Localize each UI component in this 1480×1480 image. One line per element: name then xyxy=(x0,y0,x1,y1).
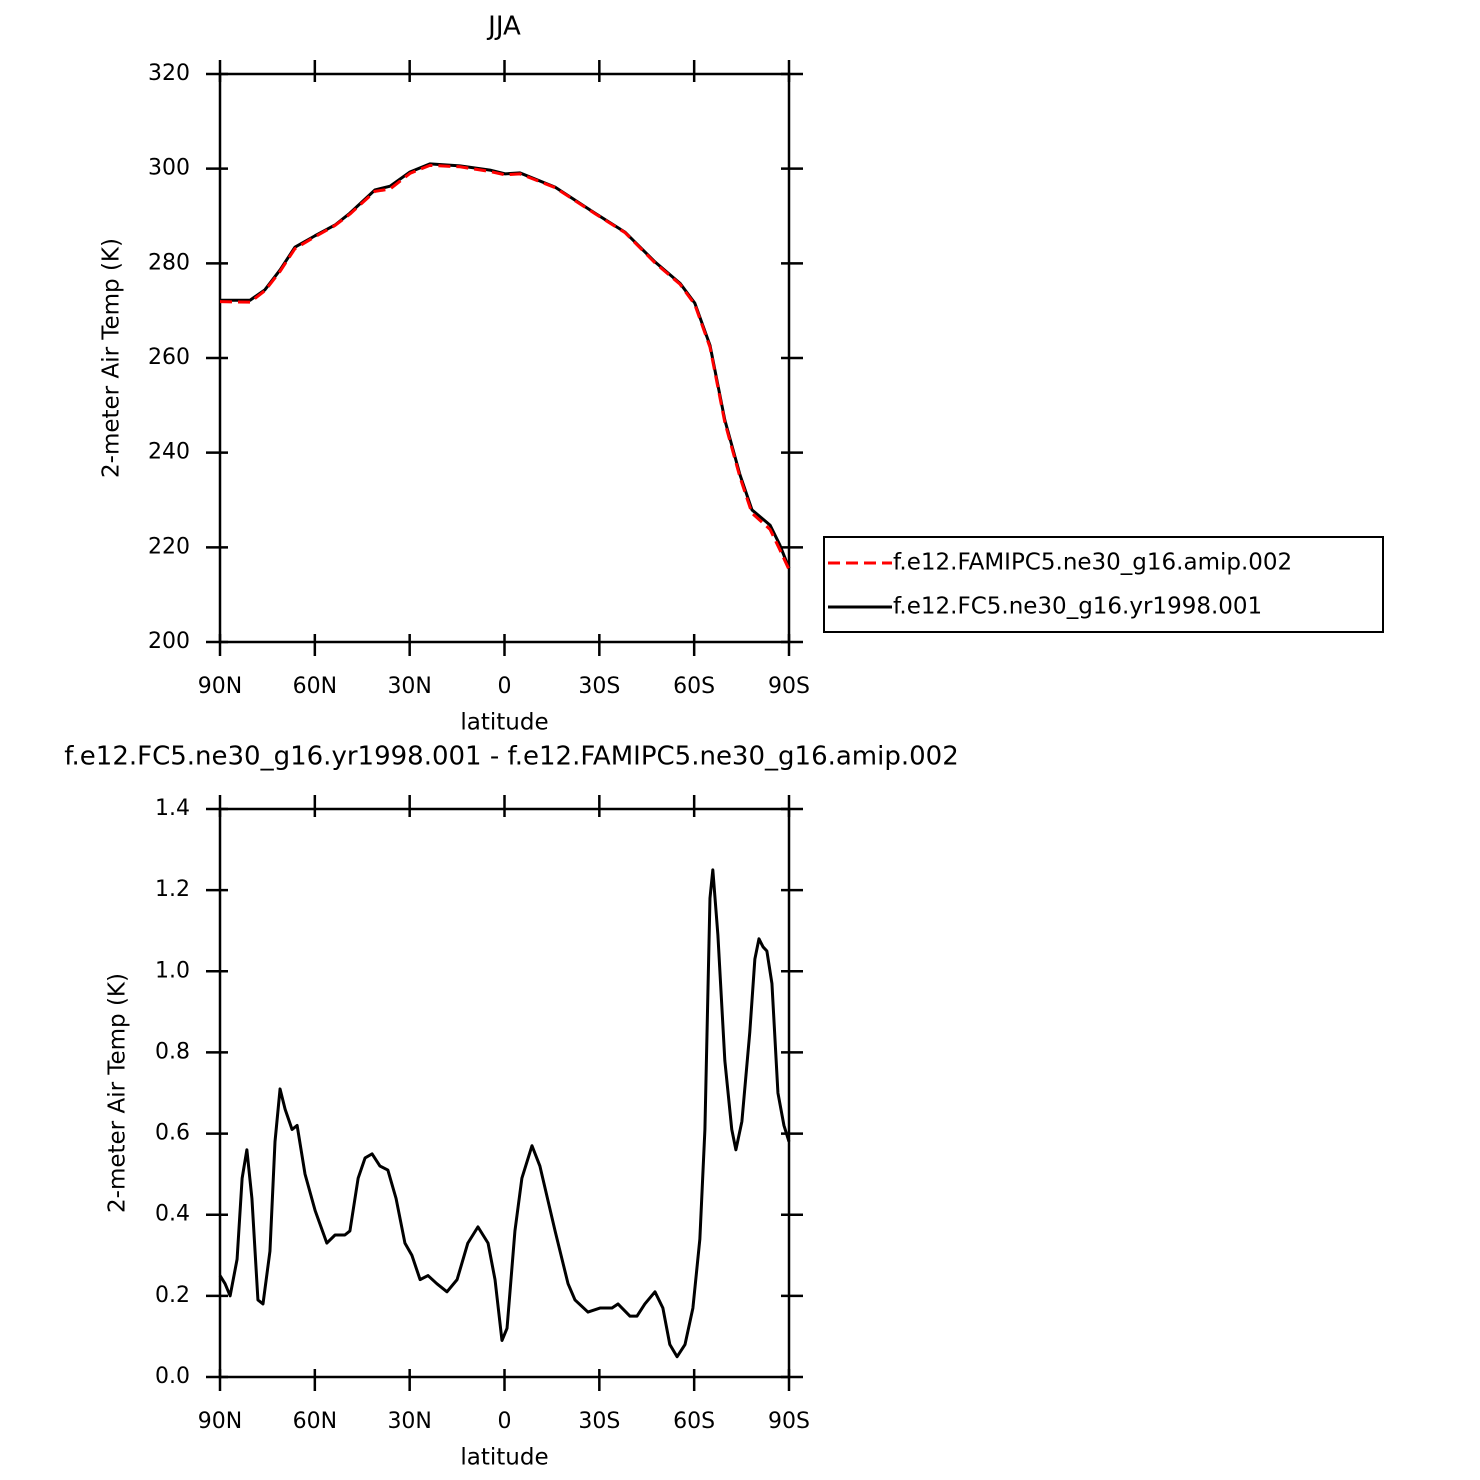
x-tick-label: 30S xyxy=(578,1409,620,1434)
y-tick-label: 0.4 xyxy=(155,1202,190,1227)
y-tick-label: 1.2 xyxy=(155,877,190,902)
data-line xyxy=(220,162,791,569)
y-tick-label: 220 xyxy=(148,534,190,559)
x-axis-title: latitude xyxy=(460,710,548,736)
x-tick-label: 60S xyxy=(673,1409,715,1434)
plot-frame xyxy=(218,72,791,644)
x-tick-label: 90N xyxy=(198,674,242,699)
y-tick-label: 300 xyxy=(148,156,190,181)
data-line xyxy=(219,163,791,571)
y-axis-title: 2-meter Air Temp (K) xyxy=(105,973,131,1213)
y-tick-label: 320 xyxy=(148,61,190,86)
y-tick-label: 280 xyxy=(148,250,190,275)
y-tick-label: 0.6 xyxy=(155,1121,190,1146)
y-tick-label: 260 xyxy=(148,345,190,370)
y-axis-title: 2-meter Air Temp (K) xyxy=(99,238,125,478)
x-tick-label: 60N xyxy=(293,674,337,699)
x-tick-label: 90N xyxy=(198,1409,242,1434)
x-axis-title: latitude xyxy=(460,1445,548,1471)
x-tick-label: 90S xyxy=(768,674,810,699)
y-tick-label: 1.0 xyxy=(155,958,190,983)
chart-title: JJA xyxy=(486,12,521,42)
legend-label: f.e12.FAMIPC5.ne30_g16.amip.002 xyxy=(893,550,1292,576)
x-tick-label: 30S xyxy=(578,674,620,699)
x-tick-label: 0 xyxy=(498,674,512,699)
y-tick-label: 0.0 xyxy=(155,1364,190,1389)
x-tick-label: 0 xyxy=(498,1409,512,1434)
chart-title: f.e12.FC5.ne30_g16.yr1998.001 - f.e12.FA… xyxy=(64,742,959,772)
x-tick-label: 90S xyxy=(768,1409,810,1434)
x-tick-label: 60S xyxy=(673,674,715,699)
y-tick-label: 200 xyxy=(148,629,190,654)
plot-frame xyxy=(218,807,791,1379)
y-tick-label: 240 xyxy=(148,440,190,465)
x-tick-label: 60N xyxy=(293,1409,337,1434)
y-tick-label: 0.2 xyxy=(155,1283,190,1308)
y-tick-label: 0.8 xyxy=(155,1039,190,1064)
data-line xyxy=(218,868,791,1359)
legend-label: f.e12.FC5.ne30_g16.yr1998.001 xyxy=(893,594,1262,620)
y-tick-label: 1.4 xyxy=(155,796,190,821)
x-tick-label: 30N xyxy=(387,1409,431,1434)
x-tick-label: 30N xyxy=(387,674,431,699)
legend-box xyxy=(823,536,1384,633)
